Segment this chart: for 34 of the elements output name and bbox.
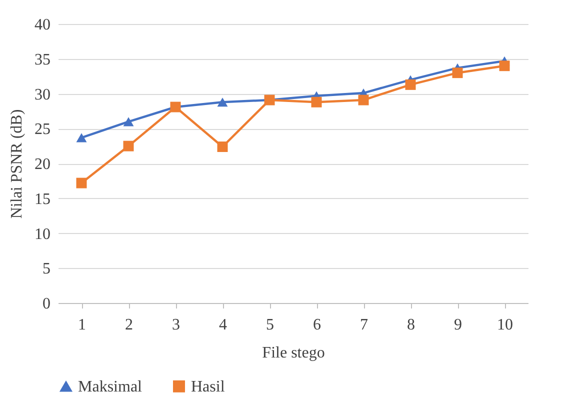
- x-tick-label: 4: [219, 316, 227, 334]
- y-tick-label: 5: [42, 260, 50, 278]
- x-tick-label: 6: [313, 316, 321, 334]
- point: [452, 68, 463, 78]
- x-tick-label: 1: [78, 316, 86, 334]
- y-tick-label: 25: [34, 121, 50, 138]
- y-tick-label: 40: [34, 16, 50, 34]
- y-tick-label: 0: [42, 296, 50, 312]
- point: [76, 133, 87, 142]
- legend-label: Hasil: [191, 378, 226, 396]
- x-tick-label: 5: [266, 316, 274, 334]
- y-tick-label: 10: [34, 226, 50, 243]
- legend-label: Maksimal: [78, 378, 143, 396]
- y-axis-title: Nilai PSNR (dB): [8, 109, 26, 219]
- x-axis-title: File stego: [262, 344, 325, 362]
- x-tick-label: 10: [497, 316, 513, 334]
- y-tick-label: 35: [34, 51, 50, 68]
- point: [76, 178, 87, 188]
- y-tick-label: 20: [34, 156, 50, 173]
- x-tick-label: 9: [454, 316, 462, 334]
- point: [405, 79, 416, 90]
- x-tick-label: 2: [125, 316, 133, 334]
- point: [311, 96, 322, 108]
- x-tick-label: 3: [172, 316, 180, 334]
- point: [123, 140, 134, 152]
- point: [358, 94, 369, 106]
- point: [217, 98, 228, 107]
- x-tick-label: 7: [360, 316, 368, 334]
- x-tick-label: 8: [407, 316, 415, 334]
- point: [499, 60, 510, 72]
- point: [217, 142, 228, 152]
- y-tick-label: 30: [34, 86, 50, 104]
- y-tick-label: 15: [34, 190, 50, 208]
- point: [123, 117, 134, 126]
